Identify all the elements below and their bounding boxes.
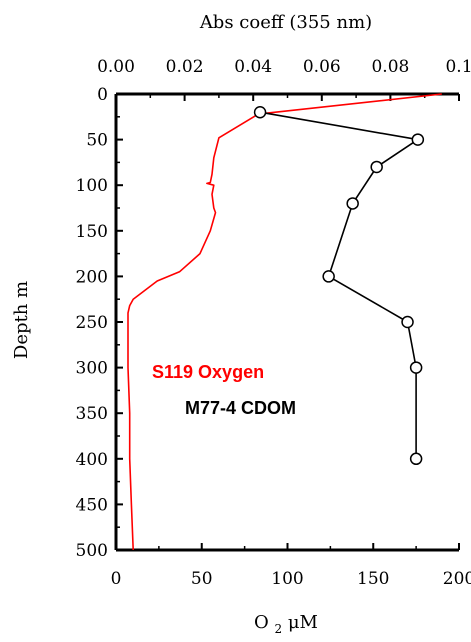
series-line-s119-oxygen: [127, 93, 442, 551]
y-tick-label: 100: [76, 176, 108, 196]
y-tick-label: 450: [76, 495, 108, 515]
y-tick-label: 350: [76, 404, 108, 424]
annotation-s119-oxygen: S119 Oxygen: [152, 362, 264, 382]
data-series: [127, 93, 442, 551]
bottom-axis-title-sub: 2: [274, 622, 282, 636]
y-tick-label: 50: [86, 131, 108, 151]
bottom-axis-title-main: O: [254, 612, 269, 633]
data-point-m77-4-cdom: [253, 105, 267, 119]
tick-marks: [115, 93, 460, 551]
bottom-tick-label: 150: [357, 569, 389, 589]
y-tick-label: 200: [76, 267, 108, 287]
y-tick-label: 250: [76, 313, 108, 333]
data-point-m77-4-cdom: [370, 160, 383, 174]
y-axis-title: Depth m: [11, 281, 32, 359]
top-tick-label: 0.1: [445, 57, 471, 77]
bottom-axis-title-unit: μM: [288, 612, 318, 633]
series-line-m77-4-cdom: [259, 111, 419, 459]
bottom-tick-label: 0: [111, 569, 122, 589]
top-tick-label: 0.08: [371, 57, 409, 77]
bottom-tick-label: 50: [191, 569, 213, 589]
top-tick-label: 0.00: [97, 57, 135, 77]
data-point-m77-4-cdom: [411, 133, 425, 146]
y-tick-label: 400: [76, 450, 108, 470]
top-tick-label: 0.02: [166, 57, 204, 77]
data-point-m77-4-cdom: [409, 361, 423, 374]
annotation-m77-4-cdom: M77-4 CDOM: [185, 398, 296, 418]
y-tick-label: 150: [76, 222, 108, 242]
top-axis-title: Abs coeff (355 nm): [199, 12, 372, 33]
bottom-axis-title: O 2 μM: [254, 612, 318, 638]
y-tick-label: 0: [97, 85, 108, 105]
data-point-m77-4-cdom: [409, 452, 423, 466]
y-tick-label: 300: [76, 359, 108, 379]
data-point-m77-4-cdom: [401, 315, 414, 329]
top-tick-label: 0.06: [303, 57, 341, 77]
bottom-tick-label: 200: [443, 569, 471, 589]
data-point-m77-4-cdom: [322, 270, 335, 283]
y-tick-label: 500: [76, 541, 108, 561]
data-point-m77-4-cdom: [346, 197, 359, 210]
bottom-tick-label: 100: [271, 569, 303, 589]
top-tick-label: 0.04: [234, 57, 272, 77]
